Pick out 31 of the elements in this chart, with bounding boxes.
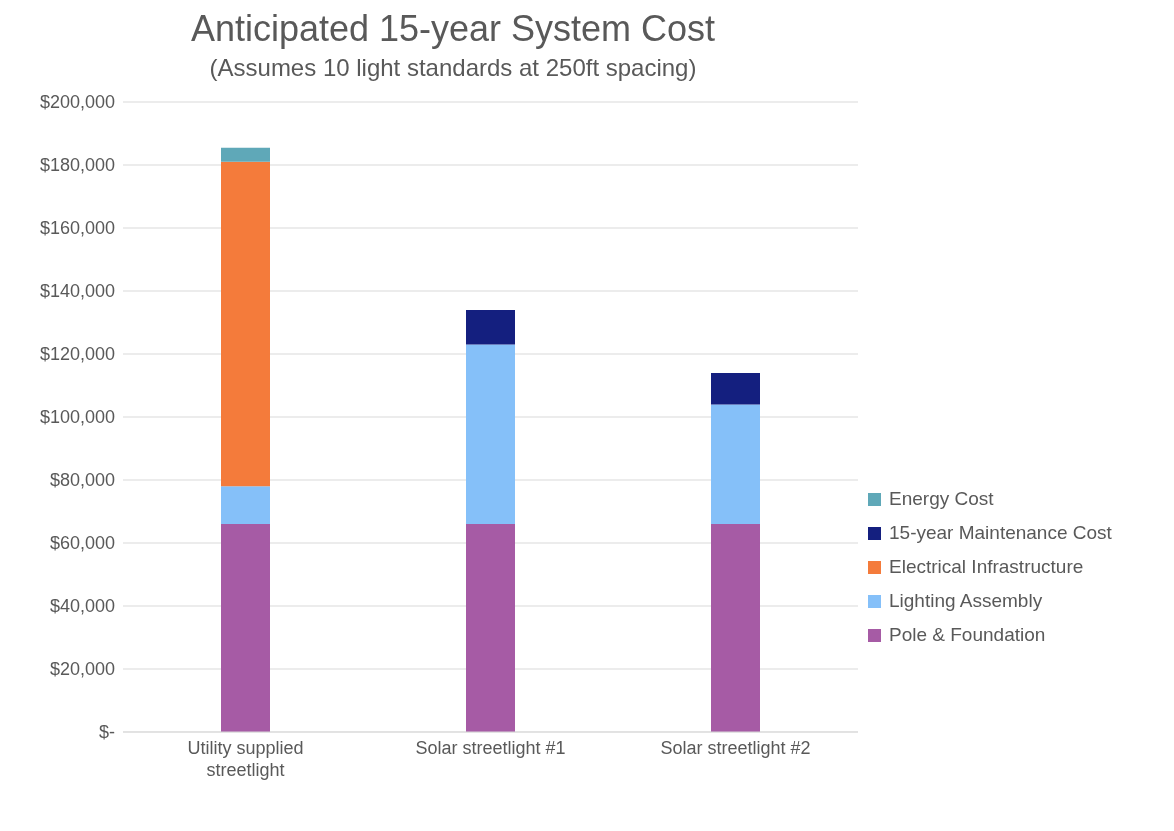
bar	[711, 524, 760, 732]
bar	[221, 524, 270, 732]
legend-label: Pole & Foundation	[889, 624, 1046, 646]
bar	[466, 344, 515, 525]
y-tick-label: $80,000	[49, 470, 115, 491]
legend-label: Electrical Infrastructure	[889, 556, 1084, 578]
bar	[221, 161, 270, 487]
chart-title: Anticipated 15-year System Cost	[189, 8, 717, 50]
y-tick-label: $160,000	[39, 218, 115, 239]
y-tick-label: $180,000	[39, 155, 115, 176]
y-tick-label: $100,000	[39, 407, 115, 428]
x-tick-label: Solar streetlight #1	[415, 738, 566, 758]
legend-label: Energy Cost	[889, 488, 994, 510]
bar	[711, 372, 760, 405]
y-tick-label: $120,000	[39, 344, 115, 365]
bar	[466, 309, 515, 345]
chart-subtitle: (Assumes 10 light standards at 250ft spacing)	[208, 54, 698, 82]
y-tick-label: $60,000	[49, 533, 115, 554]
legend-label: 15-year Maintenance Cost	[889, 522, 1112, 544]
y-tick-label: $-	[98, 722, 115, 743]
y-tick-label: $20,000	[49, 659, 115, 680]
y-tick-label: $140,000	[39, 281, 115, 302]
bar	[711, 404, 760, 525]
bar	[221, 147, 270, 162]
legend-label: Lighting Assembly	[889, 590, 1043, 612]
x-tick-label: Solar streetlight #2	[660, 738, 811, 758]
x-tick-label: Utility supplied streetlight	[187, 738, 304, 780]
y-tick-label: $40,000	[49, 596, 115, 617]
y-tick-label: $200,000	[39, 92, 115, 113]
bar	[466, 524, 515, 732]
bar	[221, 486, 270, 525]
